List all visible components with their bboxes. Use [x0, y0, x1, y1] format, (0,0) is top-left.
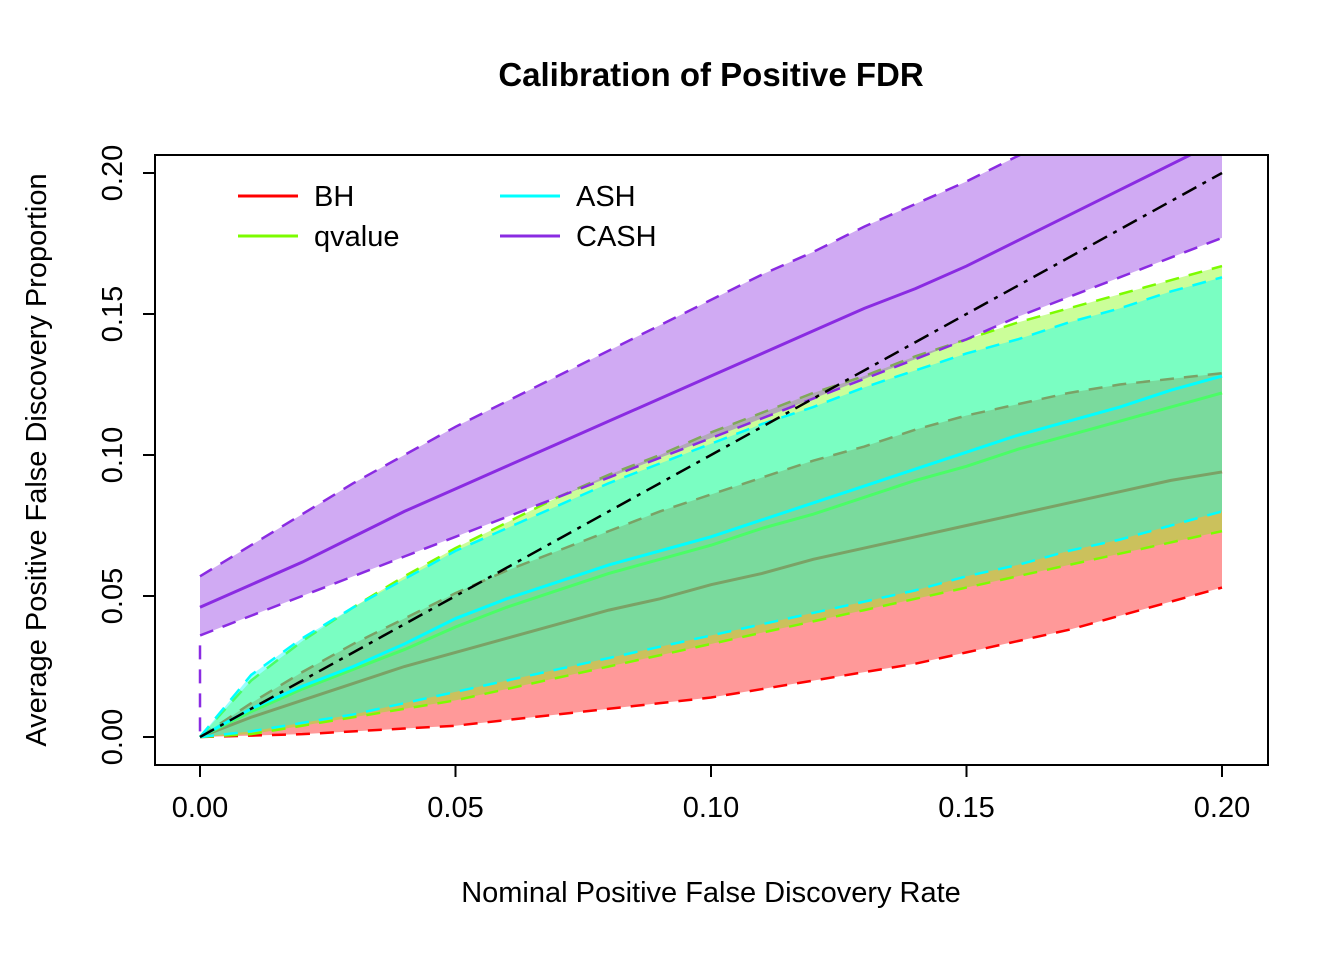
x-tick-label: 0.05	[427, 792, 483, 824]
legend-label-BH: BH	[314, 181, 354, 213]
y-axis-label: Average Positive False Discovery Proport…	[21, 173, 53, 746]
band-lower-BH	[199, 586, 1223, 739]
mean-line-BH	[199, 470, 1223, 739]
band-upper-ASH	[199, 276, 1223, 738]
band-lower-ASH	[199, 510, 1223, 739]
y-tick-label: 0.05	[97, 568, 129, 624]
x-tick-label: 0.15	[938, 792, 994, 824]
identity-reference-line	[199, 171, 1223, 739]
y-tick-label: 0.15	[97, 286, 129, 342]
mean-line-CASH	[199, 155, 1194, 609]
y-tick-label: 0.00	[97, 709, 129, 765]
mean-line-ASH	[199, 374, 1223, 739]
band-upper-BH	[199, 371, 1223, 739]
band-upper-CASH	[199, 155, 1024, 578]
x-tick-label: 0.00	[172, 792, 228, 824]
plot-area	[198, 155, 1223, 739]
x-tick-label: 0.10	[683, 792, 739, 824]
band-BH	[200, 373, 1222, 737]
x-axis-label: Nominal Positive False Discovery Rate	[461, 877, 961, 909]
band-lower-qvalue	[199, 529, 1223, 739]
legend-label-CASH: CASH	[576, 221, 657, 253]
legend: BH qvalue ASH CASH	[238, 181, 657, 253]
y-tick-label: 0.10	[97, 427, 129, 483]
axes: 0.00 0.05 0.10 0.15 0.20 0.00 0.05 0.10 0.15 0.20	[97, 145, 1250, 824]
band-ASH	[200, 277, 1222, 737]
chart-title: Calibration of Positive FDR	[498, 56, 924, 93]
band-CASH	[200, 155, 1222, 732]
x-tick-label: 0.20	[1194, 792, 1250, 824]
y-tick-label: 0.20	[97, 145, 129, 201]
legend-label-qvalue: qvalue	[314, 221, 399, 253]
legend-label-ASH: ASH	[576, 181, 636, 213]
mean-line-qvalue	[199, 391, 1223, 739]
